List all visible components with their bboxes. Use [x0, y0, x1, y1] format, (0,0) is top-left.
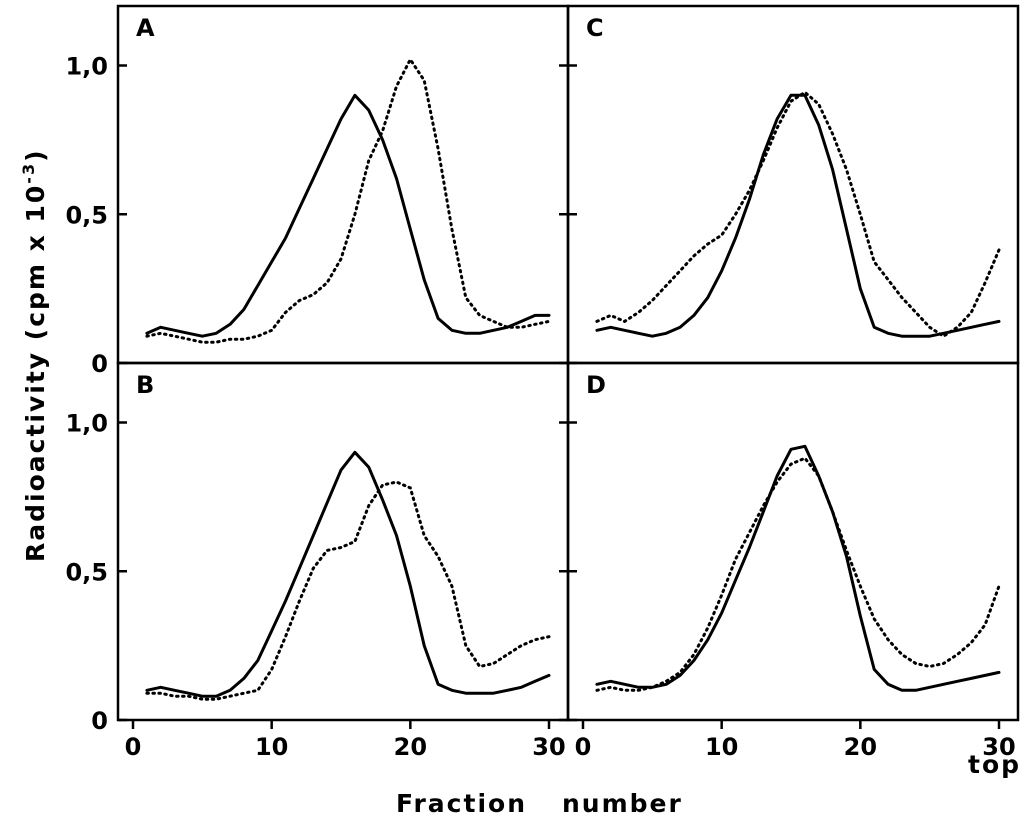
panel-c-label: C — [586, 14, 604, 42]
panel-b-x-tick-label: 20 — [394, 733, 427, 761]
panel-a-dotted-line — [145, 56, 551, 344]
panel-b-solid-line — [145, 450, 551, 698]
panel-b-x-tick-label: 30 — [532, 733, 565, 761]
panel-d-frame — [566, 361, 1020, 722]
panel-c-frame — [566, 4, 1020, 365]
y-axis-title-exponent: -3 — [19, 162, 38, 184]
panel-c: C — [559, 4, 1020, 365]
y-axis-title-close: ) — [21, 148, 50, 161]
panel-a-solid-line — [145, 93, 551, 338]
panel-d-dotted-line — [595, 456, 1001, 692]
panel-b: B 0 0,5 1,0 0 10 20 30 — [65, 361, 570, 761]
panel-b-y-tick-label: 1,0 — [65, 410, 108, 438]
panel-a-y-tick-label: 0,5 — [65, 201, 108, 229]
panel-b-y-tick-label: 0,5 — [65, 558, 108, 586]
panel-a-frame — [116, 4, 570, 365]
panel-b-x-tick-label: 10 — [255, 733, 288, 761]
panel-b-dotted-line — [145, 480, 551, 701]
panel-c-solid-line — [595, 93, 1001, 338]
panel-c-dotted-line — [595, 90, 1001, 338]
panel-d-x-tick-label: 0 — [575, 733, 592, 761]
panel-d-label: D — [586, 371, 606, 399]
x-axis-title-number: number — [562, 789, 683, 818]
panel-d-x-tick-label: 10 — [705, 733, 738, 761]
panel-d: D 0 10 20 30 — [559, 361, 1020, 761]
panel-d-x-tick-label: 20 — [844, 733, 877, 761]
panel-b-frame — [116, 361, 570, 722]
panel-b-x-tick-label: 0 — [125, 733, 142, 761]
panel-d-x-tick-label: 30 — [982, 733, 1015, 761]
panel-a-y-tick-label: 1,0 — [65, 53, 108, 81]
y-axis-title-text: Radioactivity (cpm x 10 — [21, 184, 50, 562]
panel-b-y-tick-label: 0 — [91, 707, 108, 735]
panel-a: A 0 0,5 1,0 — [65, 4, 570, 378]
panel-a-y-tick-label: 0 — [91, 350, 108, 378]
panel-d-solid-line — [595, 444, 1001, 692]
panel-a-label: A — [136, 14, 155, 42]
x-axis-end-label-top: top — [968, 750, 1021, 779]
panel-b-label: B — [136, 371, 154, 399]
y-axis-title: Radioactivity (cpm x 10-3) — [19, 148, 50, 562]
x-axis-title-fraction: Fraction — [396, 789, 527, 818]
